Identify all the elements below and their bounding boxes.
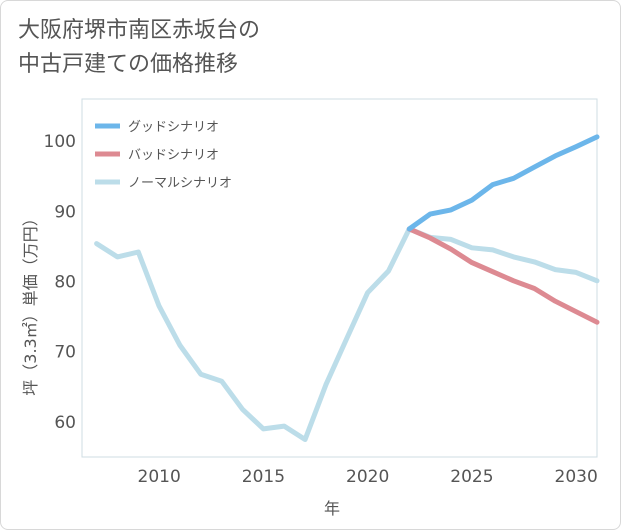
x-tick-label: 2015 — [242, 467, 285, 487]
x-tick-label: 2025 — [450, 467, 493, 487]
y-tick-label: 90 — [54, 202, 76, 222]
series-line-normal — [94, 226, 600, 442]
x-axis-title: 年 — [324, 499, 340, 518]
legend-label: バッドシナリオ — [128, 148, 219, 163]
x-tick-labels: 2010 2015 2020 2025 2030 — [138, 467, 598, 487]
series-line-bad — [406, 226, 600, 325]
chart-title: 大阪府堺市南区赤坂台の 中古戸建ての価格推移 — [18, 14, 260, 82]
x-tick-label: 2010 — [138, 467, 181, 487]
chart-title-line2: 中古戸建ての価格推移 — [18, 52, 239, 77]
y-tick-label: 70 — [54, 343, 76, 363]
y-tick-labels: 60 70 80 90 100 — [44, 132, 76, 433]
legend-item-normal[interactable]: ノーマルシナリオ — [95, 176, 232, 191]
legend-label: ノーマルシナリオ — [128, 176, 232, 191]
chart-title-line1: 大阪府堺市南区赤坂台の — [18, 18, 261, 43]
y-tick-label: 80 — [54, 273, 76, 293]
legend-label: グッドシナリオ — [128, 120, 219, 135]
legend-item-good[interactable]: グッドシナリオ — [95, 120, 219, 135]
y-tick-label: 100 — [44, 132, 76, 152]
x-tick-label: 2020 — [346, 467, 389, 487]
y-tick-label: 60 — [54, 413, 76, 433]
series-layer — [94, 134, 600, 442]
y-axis-title: 坪（3.3㎡）単価（万円） — [21, 210, 40, 395]
series-line-good — [406, 134, 600, 232]
x-tick-label: 2030 — [555, 467, 598, 487]
legend-item-bad[interactable]: バッドシナリオ — [95, 148, 219, 163]
